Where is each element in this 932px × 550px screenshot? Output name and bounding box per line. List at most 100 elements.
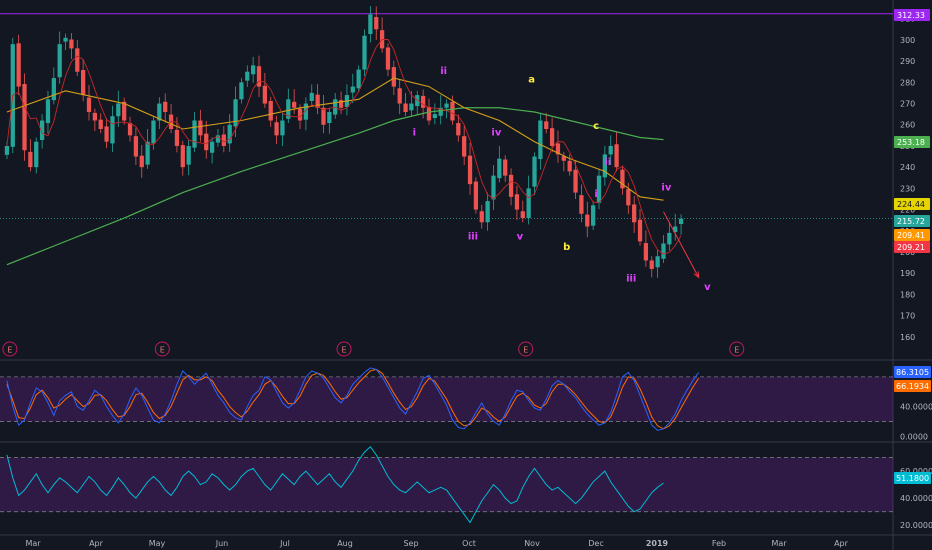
candle-body xyxy=(673,226,678,233)
price-y-tick: 260 xyxy=(900,121,915,130)
price-label-tag: 209.21 xyxy=(894,241,930,253)
candle xyxy=(591,201,596,230)
candle-body xyxy=(403,103,408,113)
candle xyxy=(215,128,221,147)
candle xyxy=(350,73,355,104)
stoch-value-text: 66.1934 xyxy=(896,382,929,391)
candle-body xyxy=(368,14,373,34)
candle-body xyxy=(555,143,561,155)
candle xyxy=(262,73,267,108)
candle xyxy=(34,137,39,174)
projection-arrow-head xyxy=(693,271,700,279)
candle xyxy=(462,125,467,166)
candle-body xyxy=(385,47,391,70)
candle xyxy=(637,209,643,246)
price-label-tag: 312.33 xyxy=(894,9,930,21)
candle-body xyxy=(667,232,672,245)
candle-body xyxy=(561,156,566,161)
candle xyxy=(75,39,80,76)
ema-green-line xyxy=(6,107,664,266)
price-plot-area xyxy=(0,0,893,360)
candle xyxy=(479,204,484,229)
candle xyxy=(473,177,479,214)
candle xyxy=(602,145,607,186)
candle-body xyxy=(432,114,437,118)
stoch-k-line xyxy=(6,367,700,431)
candle-body xyxy=(34,141,39,168)
price-label-tag: 209.41 xyxy=(894,229,930,241)
candle-body xyxy=(485,201,490,223)
candle-body xyxy=(362,35,367,70)
time-axis-tick: 2019 xyxy=(646,539,669,548)
candle-body xyxy=(567,160,572,172)
candle-body xyxy=(133,136,139,157)
time-axis-tick: Jun xyxy=(215,539,229,548)
candle xyxy=(157,97,162,129)
candle-body xyxy=(491,175,496,200)
price-label-bg xyxy=(894,136,930,148)
earnings-marker-circle xyxy=(729,341,745,357)
price-y-tick: 230 xyxy=(900,184,915,193)
candle xyxy=(467,142,473,195)
candle xyxy=(643,230,649,267)
candle xyxy=(508,168,514,206)
candle-body xyxy=(479,211,484,223)
candle-body xyxy=(591,205,596,226)
candle-body xyxy=(262,85,267,104)
candle-body xyxy=(321,107,326,125)
candle xyxy=(221,126,226,153)
earnings-marker-circle xyxy=(336,341,352,357)
wave-label: ii xyxy=(604,157,611,168)
candle xyxy=(16,34,21,96)
time-axis-tick: May xyxy=(149,539,166,548)
candle-body xyxy=(192,120,197,148)
candle-body xyxy=(139,155,144,168)
candle xyxy=(57,31,62,84)
candle-body xyxy=(626,189,631,206)
candle xyxy=(110,105,115,152)
candle-body xyxy=(39,120,45,141)
time-axis-tick: Feb xyxy=(712,539,726,548)
wave-label: i xyxy=(413,127,416,138)
candle-body xyxy=(145,141,150,165)
candle xyxy=(139,145,144,178)
candle-body xyxy=(473,181,479,210)
candle-body xyxy=(251,65,256,75)
earnings-marker: E xyxy=(2,341,18,357)
candle-body xyxy=(233,99,238,127)
candle xyxy=(98,113,103,134)
candle xyxy=(292,89,297,115)
candle-body xyxy=(544,121,549,129)
candle xyxy=(385,43,391,76)
ema-red-line xyxy=(6,39,682,255)
candle xyxy=(456,114,461,142)
price-y-tick: 280 xyxy=(900,78,915,87)
candle-body xyxy=(356,69,361,89)
candle-body xyxy=(538,120,543,160)
candle-body xyxy=(92,112,97,121)
candle-body xyxy=(503,159,508,176)
candle xyxy=(526,175,531,225)
candle xyxy=(116,90,121,127)
candle xyxy=(532,152,537,196)
stoch-y-tick: 40.0000 xyxy=(900,403,932,412)
candle-body xyxy=(585,214,590,227)
wave-label: iii xyxy=(626,274,636,285)
time-axis-tick: Mar xyxy=(771,539,787,548)
candle-body xyxy=(573,169,578,193)
candle xyxy=(520,200,525,223)
wave-label: b xyxy=(563,242,570,253)
earnings-marker-circle xyxy=(2,341,18,357)
stoch-value-bg xyxy=(894,366,931,378)
candle xyxy=(274,115,279,144)
candle-body xyxy=(467,155,473,185)
time-axis-tick: Nov xyxy=(524,539,540,548)
candle-body xyxy=(456,123,461,136)
projection-arrow-line xyxy=(663,211,700,278)
candle xyxy=(69,33,74,60)
stoch-value-bg xyxy=(894,380,931,392)
candle-body xyxy=(632,204,637,223)
candle-body xyxy=(174,129,180,146)
wave-label: iii xyxy=(468,231,478,242)
